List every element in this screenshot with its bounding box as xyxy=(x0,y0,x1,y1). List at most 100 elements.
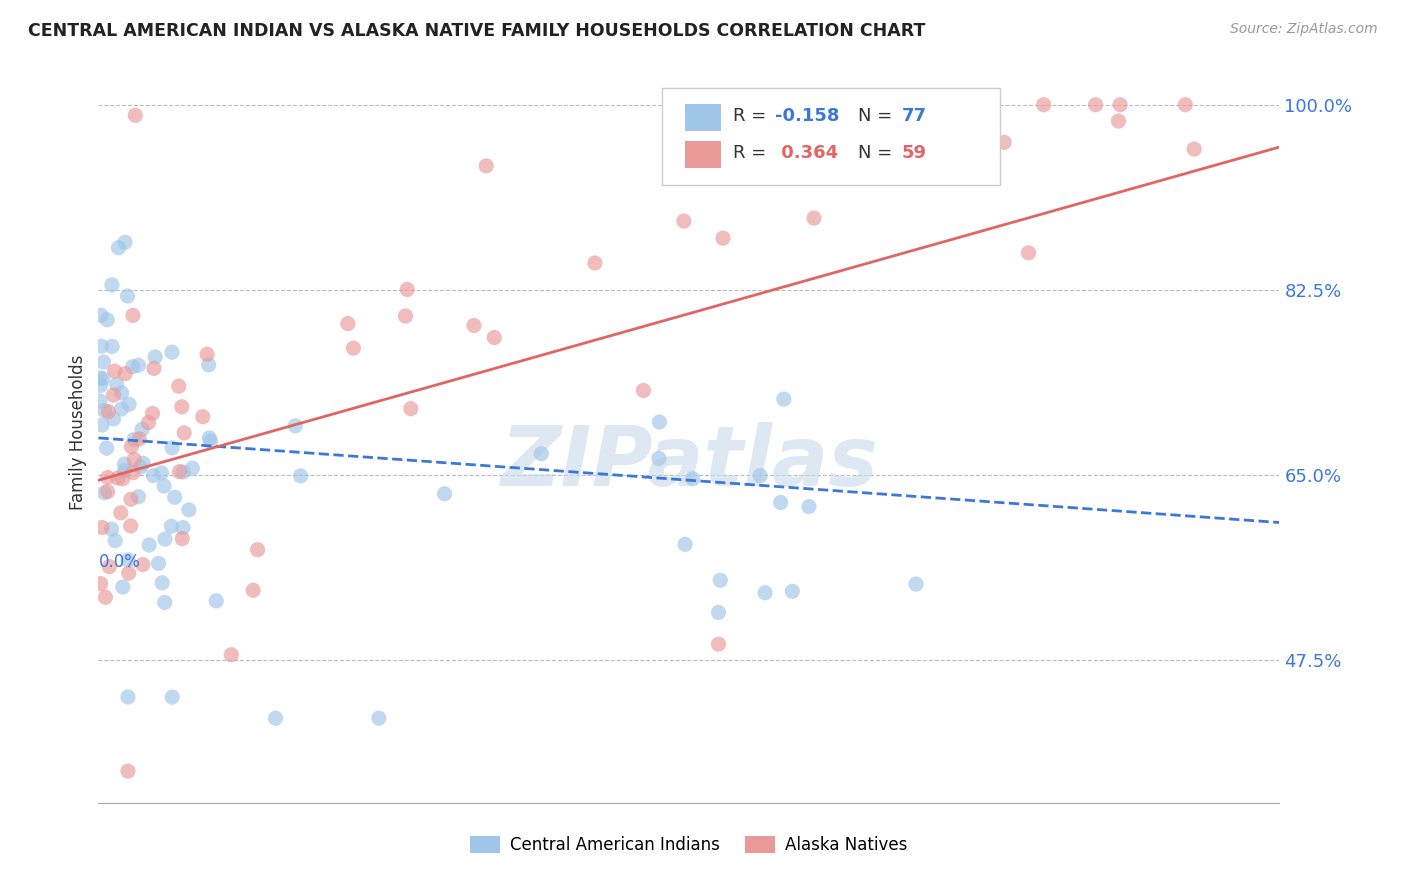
Point xyxy=(709,574,731,588)
Point xyxy=(160,441,183,455)
Point xyxy=(111,580,134,594)
Point xyxy=(1107,114,1129,128)
Point xyxy=(90,339,112,353)
Point xyxy=(96,441,118,455)
Point xyxy=(118,566,141,581)
Point xyxy=(170,400,193,414)
Point xyxy=(163,491,186,505)
Point xyxy=(131,422,153,436)
Point xyxy=(111,472,134,486)
Point xyxy=(121,359,143,374)
Text: N =: N = xyxy=(858,144,891,161)
Point xyxy=(153,532,176,546)
Point xyxy=(993,136,1015,150)
Point xyxy=(169,465,191,479)
Point xyxy=(122,452,145,467)
Point xyxy=(336,317,359,331)
Point xyxy=(132,456,155,470)
Point xyxy=(1174,97,1197,112)
Point xyxy=(97,484,120,499)
Point xyxy=(172,521,194,535)
Point xyxy=(264,711,287,725)
Point xyxy=(672,214,695,228)
Point xyxy=(132,558,155,572)
Text: R =: R = xyxy=(733,144,772,161)
Point xyxy=(114,457,136,471)
Point xyxy=(120,519,142,533)
Point xyxy=(803,211,825,225)
Point xyxy=(93,403,115,417)
Point xyxy=(153,595,176,609)
Point xyxy=(754,586,776,600)
Point xyxy=(772,392,794,406)
Point xyxy=(198,431,221,445)
FancyBboxPatch shape xyxy=(685,141,721,168)
Point xyxy=(128,432,150,446)
Point xyxy=(104,533,127,548)
Point xyxy=(127,490,149,504)
Point xyxy=(484,330,506,344)
Point xyxy=(172,532,194,546)
Point xyxy=(103,388,125,402)
Text: CENTRAL AMERICAN INDIAN VS ALASKA NATIVE FAMILY HOUSEHOLDS CORRELATION CHART: CENTRAL AMERICAN INDIAN VS ALASKA NATIVE… xyxy=(28,22,925,40)
Point xyxy=(91,417,114,432)
Point xyxy=(475,159,498,173)
Point xyxy=(107,471,129,485)
Point xyxy=(101,339,124,353)
Point xyxy=(114,367,136,381)
Point xyxy=(150,466,173,480)
Point xyxy=(342,341,364,355)
Point xyxy=(707,637,730,651)
Point xyxy=(433,487,456,501)
Point xyxy=(117,690,139,704)
Point xyxy=(142,468,165,483)
Point xyxy=(110,506,132,520)
Legend: Central American Indians, Alaska Natives: Central American Indians, Alaska Natives xyxy=(464,830,914,861)
Point xyxy=(246,542,269,557)
Point xyxy=(394,309,416,323)
Point xyxy=(120,440,142,454)
Point xyxy=(103,412,125,426)
Point xyxy=(93,355,115,369)
Point xyxy=(148,557,170,571)
Point xyxy=(173,425,195,440)
Text: 0.364: 0.364 xyxy=(775,144,838,161)
Point xyxy=(153,479,176,493)
Point xyxy=(583,256,606,270)
Point xyxy=(177,503,200,517)
Point xyxy=(114,235,136,250)
Point xyxy=(399,401,422,416)
Point xyxy=(633,384,655,398)
Point xyxy=(129,460,152,475)
Point xyxy=(368,711,391,725)
Point xyxy=(120,492,142,507)
Text: N =: N = xyxy=(858,107,891,125)
Text: 0.0%: 0.0% xyxy=(98,553,141,572)
Point xyxy=(648,451,671,466)
Text: -0.158: -0.158 xyxy=(775,107,839,125)
Point xyxy=(98,559,121,574)
Point xyxy=(162,690,183,704)
Point xyxy=(117,289,139,303)
Text: ZIPatlas: ZIPatlas xyxy=(501,422,877,503)
Point xyxy=(89,371,111,385)
Point xyxy=(782,584,804,599)
Point xyxy=(1018,245,1040,260)
Point xyxy=(150,575,173,590)
Point xyxy=(160,519,183,533)
Point xyxy=(114,464,136,478)
Text: Source: ZipAtlas.com: Source: ZipAtlas.com xyxy=(1230,22,1378,37)
FancyBboxPatch shape xyxy=(685,103,721,130)
Point xyxy=(93,485,115,500)
Point xyxy=(111,386,134,401)
Point xyxy=(197,358,219,372)
Point xyxy=(673,537,696,551)
Point xyxy=(1109,97,1132,112)
Point xyxy=(682,472,704,486)
Point xyxy=(124,108,146,122)
Point xyxy=(191,409,214,424)
Point xyxy=(105,377,128,392)
Point xyxy=(205,594,228,608)
Point xyxy=(707,606,730,620)
Point xyxy=(100,522,122,536)
